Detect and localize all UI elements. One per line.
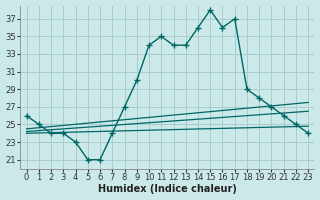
X-axis label: Humidex (Indice chaleur): Humidex (Indice chaleur) bbox=[98, 184, 237, 194]
